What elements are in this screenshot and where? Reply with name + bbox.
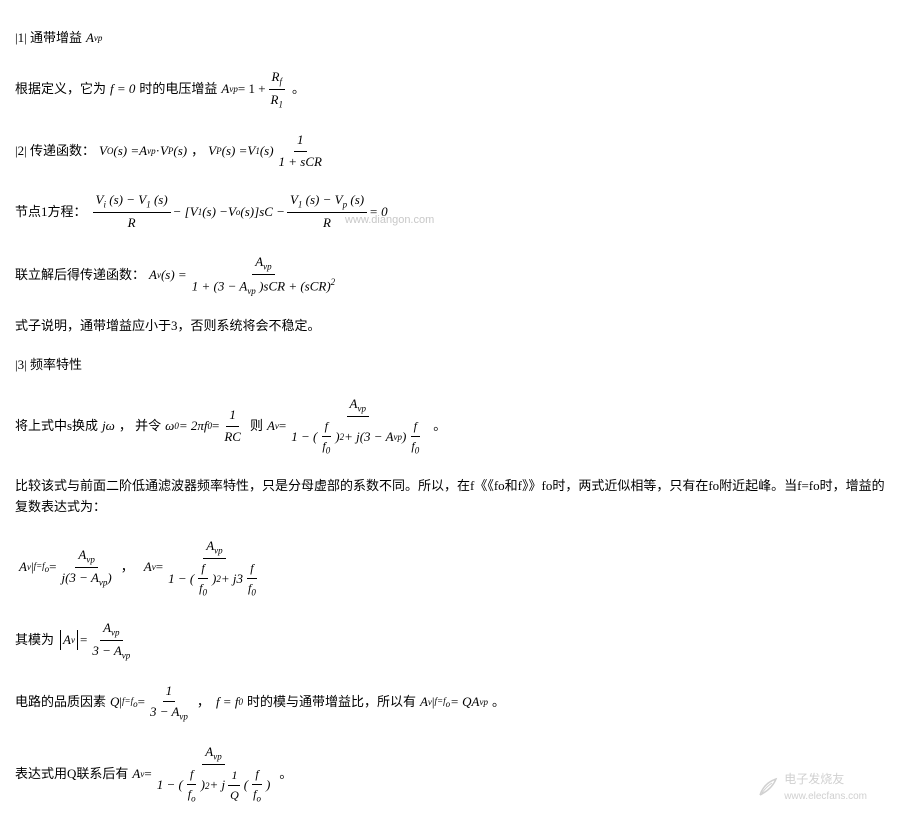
node1-label: 节点1方程：	[15, 202, 87, 223]
gain-eq2: Av = Avp 1 − ( f f0 )2 + j3 f f0	[144, 536, 266, 600]
leaf-icon	[756, 775, 780, 799]
joint-solution: 联立解后得传递函数： Av (s) = Avp 1 + (3 − Avp )sC…	[15, 252, 892, 298]
def-mid: 时的电压增益	[139, 79, 217, 100]
freq-suffix: 。	[433, 416, 446, 437]
definition-line: 根据定义，它为 f = 0 时的电压增益 Avp = 1 + Rf R1 。	[15, 67, 892, 112]
explanation: 式子说明，通带增益应小于3，否则系统将会不稳定。	[15, 316, 892, 337]
final-suffix: 。	[279, 764, 292, 785]
final-pre: 表达式用Q联系后有	[15, 764, 128, 785]
comma1: ，	[191, 141, 204, 162]
freq-w0: ω0 = 2π f0 = 1 RC	[165, 405, 246, 448]
quality-mid: f = f0	[216, 692, 243, 713]
elecfans-watermark: 电子发烧友 www.elecfans.com	[756, 770, 867, 805]
logo-text: 电子发烧友	[784, 770, 867, 789]
freq-comma: ， 并令	[119, 416, 161, 437]
logo-url: www.elecfans.com	[784, 789, 867, 805]
def-cond: f = 0	[110, 79, 135, 100]
section-1-label: |1| 通带增益	[15, 28, 82, 49]
gain-comma: ，	[121, 557, 134, 578]
compare-content: 比较该式与前面二阶低通滤波器频率特性，只是分母虚部的系数不同。所以，在f《《fo…	[15, 476, 892, 518]
node1-equation: 节点1方程： Vi (s) − V1 (s) R − [ V1 (s) − Vo…	[15, 190, 892, 234]
freq-jw: jω	[102, 416, 115, 437]
quality-suffix: 。	[492, 692, 505, 713]
quality-line: 电路的品质因素 Q | f=fo = 1 3 − Avp ， f = f0 时的…	[15, 681, 892, 725]
compare-text: 比较该式与前面二阶低通滤波器频率特性，只是分母虚部的系数不同。所以，在f《《fo…	[15, 476, 892, 518]
transfer-eq1: VO (s) = Avp · VP (s)	[99, 141, 187, 162]
explain-text: 式子说明，通带增益应小于3，否则系统将会不稳定。	[15, 316, 321, 337]
quality-result: Av | f=fo = QAvp	[420, 692, 488, 713]
final-formula: Av = Avp 1 − ( f fo )2 + j 1 Q ( f fo	[132, 742, 275, 806]
quality-mid2: 时的模与通带增益比，所以有	[247, 692, 416, 713]
quality-pre: 电路的品质因素	[15, 692, 106, 713]
freq-ze: 则	[250, 416, 263, 437]
node1-formula: Vi (s) − V1 (s) R − [ V1 (s) − Vo (s)] s…	[91, 190, 388, 234]
section-1-heading: |1| 通带增益 Avp	[15, 28, 892, 49]
section-3-heading: |3| 频率特性	[15, 355, 892, 376]
def-eq: Avp = 1 + Rf R1	[221, 67, 288, 112]
modulus-pre: 其模为	[15, 630, 54, 651]
joint-label: 联立解后得传递函数：	[15, 265, 145, 286]
def-suffix: 。	[292, 79, 305, 100]
modulus-formula: Av = Avp 3 − Avp	[58, 618, 135, 663]
freq-pre: 将上式中s换成	[15, 416, 98, 437]
section-3-label: |3| 频率特性	[15, 355, 82, 376]
diangon-watermark: www.diangon.com	[345, 212, 434, 230]
joint-formula: Av (s) = Avp 1 + (3 − Avp )sCR + (sCR)2	[149, 252, 340, 298]
gain-eq1: Av | f=fo = Avp j(3 − Avp)	[19, 545, 117, 590]
quality-comma: ，	[197, 692, 210, 713]
transfer-eq2: VP (s) = V1 (s) 1 1 + sCR	[208, 130, 327, 173]
avp-var: Avp	[86, 28, 102, 49]
modulus-line: 其模为 Av = Avp 3 − Avp	[15, 618, 892, 663]
quality-formula: Q | f=fo = 1 3 − Avp	[110, 681, 193, 725]
section-2-label: |2| 传递函数：	[15, 141, 95, 162]
def-pre: 根据定义，它为	[15, 79, 106, 100]
section-2-heading: |2| 传递函数： VO (s) = Avp · VP (s) ， VP (s)…	[15, 130, 892, 173]
frequency-line: 将上式中s换成 jω ， 并令 ω0 = 2π f0 = 1 RC 则 Av =…	[15, 394, 892, 458]
freq-av: Av = Avp 1 − ( f f0 )2 + j(3 − Avp ) f f…	[267, 394, 429, 458]
gain-equation: Av | f=fo = Avp j(3 − Avp) ， Av = Avp 1 …	[15, 536, 892, 600]
